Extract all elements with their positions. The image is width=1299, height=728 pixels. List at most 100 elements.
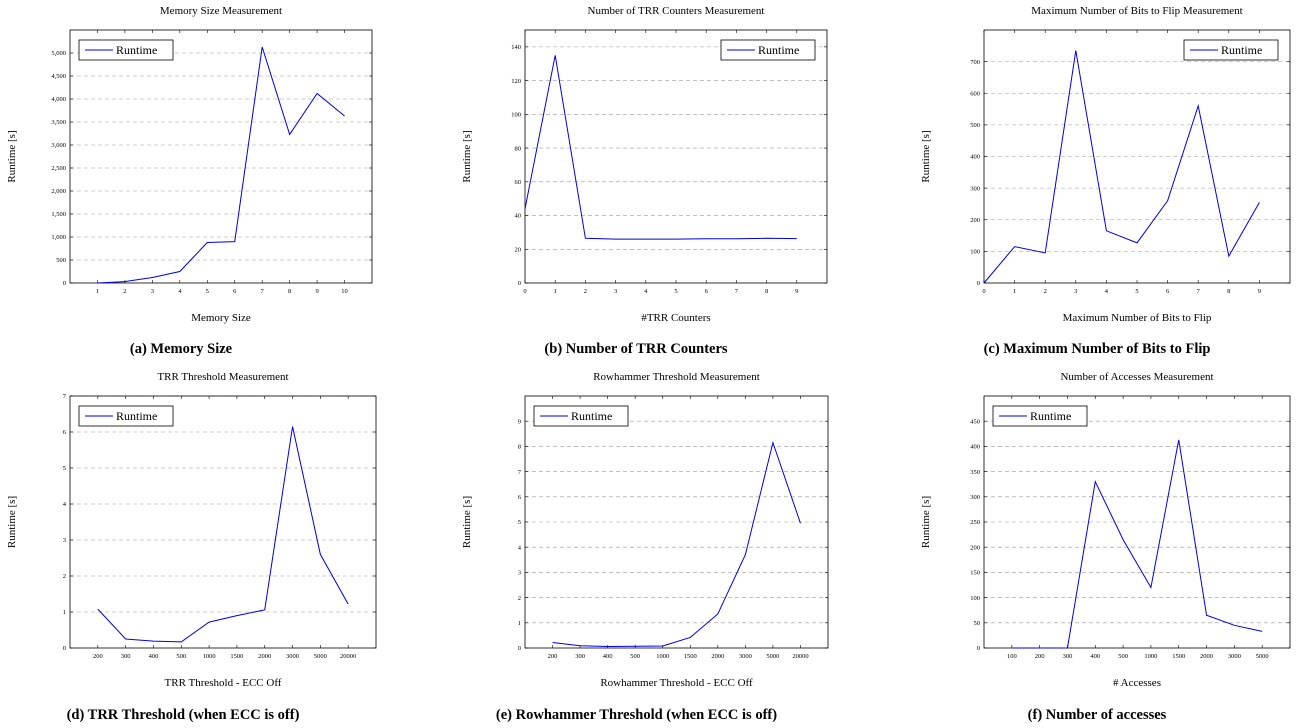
chart-title: Number of TRR Counters Measurement [588, 5, 765, 17]
y-tick-label: 0 [518, 645, 521, 652]
x-tick-label: 5 [1135, 288, 1138, 295]
figure-caption: (e) Rowhammer Threshold (when ECC is off… [496, 707, 777, 723]
x-tick-label: 8 [765, 288, 768, 295]
y-tick-label: 6 [518, 494, 522, 501]
chart-title: Rowhammer Threshold Measurement [593, 371, 760, 383]
x-tick-label: 10 [341, 288, 348, 295]
y-tick-label: 500 [56, 257, 66, 264]
y-tick-label: 700 [970, 59, 980, 66]
y-tick-label: 0 [63, 645, 66, 652]
y-tick-label: 400 [970, 154, 980, 161]
series-line-runtime [1011, 439, 1263, 649]
y-tick-label: 4 [63, 501, 67, 508]
legend-box [78, 405, 174, 427]
y-tick-label: 2 [518, 595, 521, 602]
x-tick-label: 1 [96, 288, 99, 295]
legend-label: Runtime [116, 409, 157, 423]
x-tick-label: 2 [123, 288, 126, 295]
x-tick-label: 3 [151, 288, 154, 295]
series-line-runtime [97, 46, 345, 284]
legend: Runtime [992, 405, 1088, 427]
y-tick-label: 9 [518, 418, 521, 425]
y-tick-label: 4,500 [51, 73, 66, 80]
x-tick-label: 400 [1090, 653, 1100, 660]
legend-label: Runtime [571, 409, 612, 423]
y-axis-label: Runtime [s] [6, 130, 18, 182]
x-axis-label: Memory Size [191, 312, 251, 324]
chart-panel-3: 0 1 2 3 4 5 6 7 200 300 400 500 1000 1500 2000 3000 5000… [6, 371, 377, 723]
legend: Runtime [78, 405, 174, 427]
x-tick-label: 4 [644, 288, 648, 295]
x-tick-label: 500 [176, 653, 186, 660]
x-tick-label: 500 [1118, 653, 1128, 660]
x-tick-label: 0 [523, 288, 526, 295]
x-tick-label: 4 [178, 288, 182, 295]
legend-label: Runtime [116, 43, 157, 57]
y-tick-label: 20 [515, 246, 522, 253]
y-tick-label: 1 [518, 620, 521, 627]
legend-box [78, 39, 174, 61]
y-tick-label: 40 [515, 213, 522, 220]
y-tick-label: 3 [518, 570, 521, 577]
x-tick-label: 200 [1035, 653, 1045, 660]
legend: Runtime [720, 39, 816, 61]
figure-caption: (a) Memory Size [130, 341, 233, 357]
x-tick-label: 400 [149, 653, 159, 660]
x-tick-label: 6 [233, 288, 237, 295]
legend-label: Runtime [758, 43, 799, 57]
chart-panel-2: 0 100 200 300 400 500 600 700 0 1 2 3 4 5 6 7 8 9 Runtime M… [920, 5, 1291, 357]
x-tick-label: 2000 [258, 653, 271, 660]
series-line-runtime [983, 50, 1260, 284]
legend-box [992, 405, 1088, 427]
series-line-runtime [552, 440, 801, 647]
y-tick-label: 100 [511, 112, 521, 119]
x-tick-label: 1 [554, 288, 557, 295]
x-axis-label: #TRR Counters [641, 312, 710, 324]
y-tick-label: 0 [977, 645, 980, 652]
series-line-runtime [97, 426, 349, 643]
plot-frame [69, 29, 373, 284]
y-tick-label: 0 [977, 280, 980, 287]
y-axis-label: Runtime [s] [6, 496, 18, 548]
x-tick-label: 9 [795, 288, 798, 295]
x-tick-label: 3000 [286, 653, 299, 660]
x-tick-label: 7 [1197, 288, 1201, 295]
y-tick-label: 1,500 [51, 211, 66, 218]
x-tick-label: 300 [1063, 653, 1073, 660]
x-tick-label: 2000 [711, 653, 724, 660]
y-tick-label: 200 [970, 217, 980, 224]
plot-frame [524, 29, 828, 284]
legend: Runtime [78, 39, 174, 61]
y-tick-label: 150 [970, 570, 980, 577]
legend-label: Runtime [1221, 43, 1262, 57]
x-tick-label: 5000 [766, 653, 779, 660]
x-tick-label: 1000 [203, 653, 216, 660]
figure-caption: (f) Number of accesses [1028, 707, 1167, 723]
x-axis-label: Maximum Number of Bits to Flip [1063, 312, 1212, 324]
y-tick-label: 250 [970, 519, 980, 526]
x-tick-label: 1 [1013, 288, 1016, 295]
x-tick-label: 300 [121, 653, 131, 660]
legend: Runtime [533, 405, 629, 427]
y-tick-label: 50 [974, 620, 981, 627]
legend-label: Runtime [1030, 409, 1071, 423]
chart-title: Maximum Number of Bits to Flip Measureme… [1031, 5, 1242, 17]
x-tick-label: 2 [584, 288, 587, 295]
x-tick-label: 3 [1074, 288, 1077, 295]
y-tick-label: 7 [518, 469, 522, 476]
y-tick-label: 120 [511, 78, 521, 85]
x-tick-label: 2000 [1200, 653, 1213, 660]
chart-title: TRR Threshold Measurement [157, 371, 288, 383]
x-tick-label: 6 [705, 288, 709, 295]
x-tick-label: 9 [1258, 288, 1261, 295]
y-tick-label: 2,000 [51, 188, 66, 195]
x-tick-label: 1000 [1144, 653, 1157, 660]
chart-panel-1: 0 20 40 60 80 100 120 140 0 1 2 3 4 5 6 7 8 9 Runtime Numbe… [461, 5, 828, 357]
x-tick-label: 7 [735, 288, 739, 295]
x-tick-label: 1500 [1172, 653, 1185, 660]
chart-panel-4: 0 1 2 3 4 5 6 7 8 9 200 300 400 500 1000 1500 2000 3000 50… [461, 371, 829, 723]
legend: Runtime [1183, 39, 1279, 61]
y-tick-label: 300 [970, 185, 980, 192]
x-tick-label: 6 [1166, 288, 1170, 295]
